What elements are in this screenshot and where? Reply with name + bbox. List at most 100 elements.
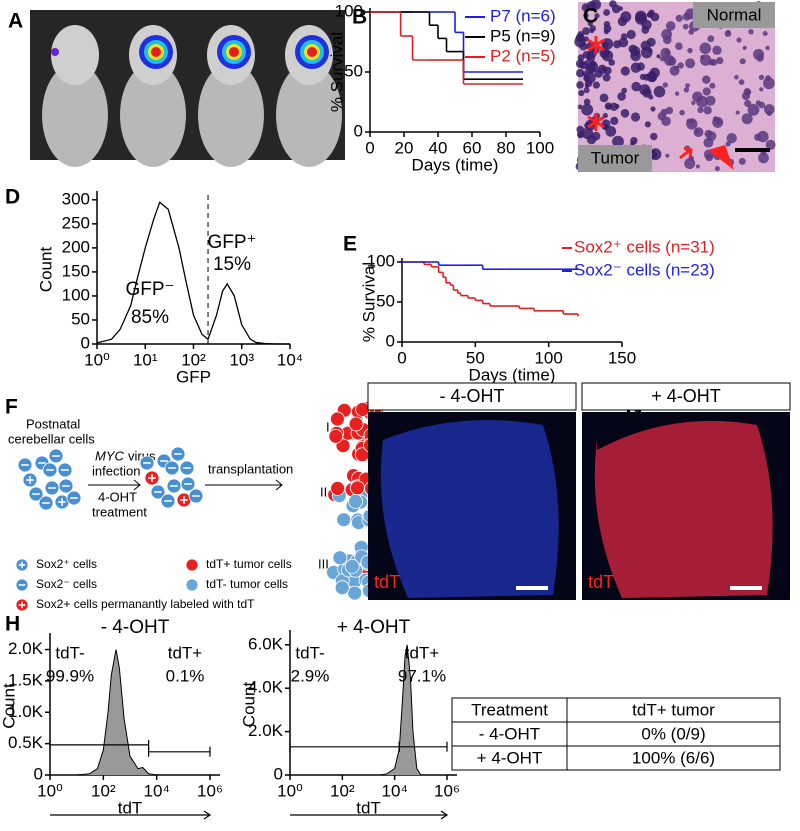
table-cell: 0% (0/9) (641, 724, 705, 743)
cell-sign (58, 498, 66, 506)
nucleus (644, 121, 652, 128)
nucleus (665, 106, 674, 115)
x-tick-label: 40 (429, 138, 448, 157)
nucleus (744, 99, 752, 108)
nucleus (758, 152, 769, 164)
cell (328, 428, 344, 444)
legend-label: Sox2⁺ cells (n=31) (574, 237, 715, 256)
nucleus (664, 49, 670, 56)
arrowhead (708, 145, 734, 170)
mouse-body (198, 63, 264, 167)
nucleus (664, 55, 675, 66)
tissue (594, 420, 773, 598)
x-tick-label: 10⁶ (197, 781, 223, 800)
nucleus (685, 83, 690, 88)
cell (344, 559, 360, 574)
y-tick-label: 0 (354, 121, 363, 140)
x-tick-label: 100 (534, 348, 562, 367)
nucleus (712, 45, 722, 55)
nucleus (641, 26, 650, 34)
annotation: 15% (213, 254, 251, 275)
y-axis-label: Count (36, 247, 55, 293)
table-border (451, 697, 781, 771)
nucleus (621, 87, 628, 94)
nucleus (726, 133, 737, 144)
cell-sign (18, 601, 26, 609)
nucleus (748, 29, 754, 35)
nucleus (612, 135, 624, 148)
nucleus (684, 158, 696, 169)
y-tick-label: 4.0K (248, 678, 284, 697)
nucleus (738, 79, 745, 85)
nucleus (674, 91, 680, 96)
nucleus (582, 27, 590, 35)
nucleus (583, 74, 591, 82)
y-axis-label: Count (0, 683, 18, 729)
nucleus (609, 102, 619, 112)
nucleus (601, 66, 606, 71)
cell-sign (18, 561, 26, 569)
diagram-text: treatment (92, 504, 147, 519)
table-cell: 100% (6/6) (632, 748, 715, 767)
nucleus (705, 95, 716, 106)
y-tick-label: 2.0K (8, 639, 44, 658)
y-tick-label: 2.0K (248, 721, 284, 740)
nucleus (577, 54, 585, 62)
cell (348, 493, 364, 509)
label-box (578, 145, 652, 172)
y-tick-label: 50 (376, 291, 395, 310)
nucleus (716, 57, 724, 65)
nucleus (605, 125, 617, 137)
nucleus (576, 69, 585, 78)
nucleus (741, 91, 751, 101)
nucleus (735, 110, 740, 115)
nucleus (594, 13, 600, 19)
arrow (88, 479, 141, 491)
y-tick-label: 250 (62, 213, 90, 232)
y-tick-label: 0 (34, 764, 43, 783)
x-tick-label: 10² (91, 781, 116, 800)
x-tick-label: 60 (463, 138, 482, 157)
table-header: tdT+ tumor (632, 700, 715, 719)
annotation: 99.9% (46, 666, 94, 685)
nucleus (747, 103, 760, 116)
nucleus (703, 106, 712, 115)
nucleus (675, 14, 683, 22)
nucleus (601, 50, 614, 62)
cell (336, 512, 352, 528)
image-label: Tumor (591, 148, 640, 167)
y-tick-label: 1.0K (8, 702, 44, 721)
annotation: tdT+ (168, 643, 203, 662)
nucleus (620, 109, 630, 118)
y-tick-label: 0.5K (8, 733, 44, 752)
gate (289, 741, 400, 752)
chart-title: + 4-OHT (337, 617, 411, 638)
nucleus (602, 112, 608, 119)
nucleus (583, 98, 591, 106)
legend-label: P2 (n=5) (490, 46, 556, 65)
y-axis-label: % Survival (327, 32, 346, 112)
signal (151, 47, 161, 57)
nucleus (620, 66, 630, 76)
nucleus (687, 47, 693, 54)
x-tick-label: 10⁴ (382, 781, 408, 800)
cell (329, 411, 345, 427)
nucleus (685, 58, 696, 69)
nucleus (683, 87, 690, 93)
nucleus (578, 90, 585, 97)
annotation: 85% (131, 307, 169, 328)
annotation: 2.9% (291, 666, 330, 685)
annotation: 97.1% (398, 666, 446, 685)
x-axis-label: Days (time) (469, 365, 556, 384)
nucleus (610, 116, 619, 125)
nucleus (620, 33, 628, 40)
nucleus (649, 67, 660, 78)
chart-title: - 4-OHT (101, 617, 170, 638)
nucleus (602, 73, 611, 82)
x-tick-label: 150 (608, 348, 636, 367)
nucleus (646, 12, 652, 18)
nucleus (584, 60, 589, 65)
panel-label: D (5, 186, 20, 209)
nucleus (577, 104, 583, 110)
nucleus (603, 9, 610, 16)
